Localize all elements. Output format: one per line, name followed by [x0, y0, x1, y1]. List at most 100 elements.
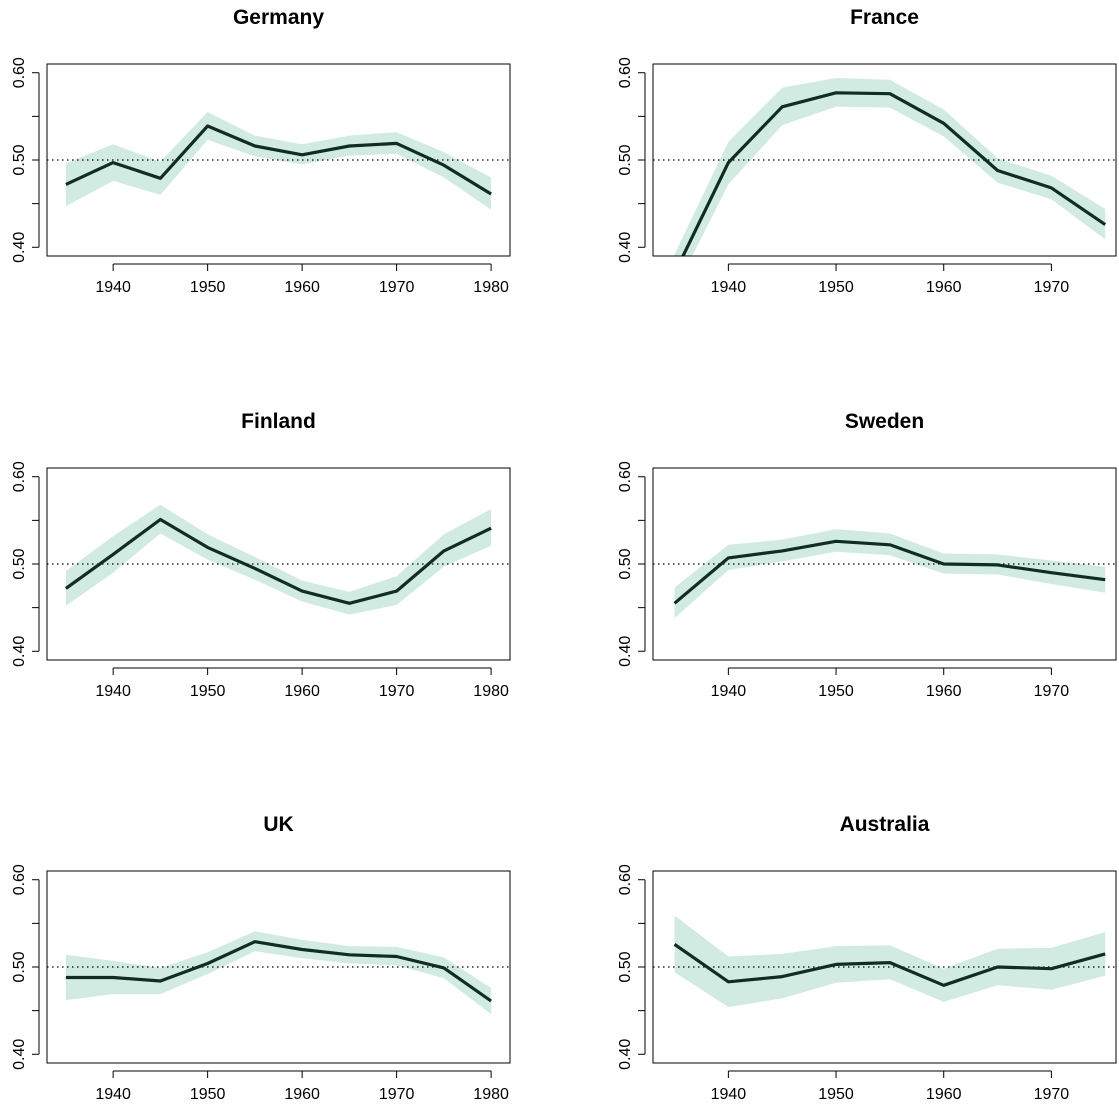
y-tick-label: 0.40	[11, 1039, 28, 1070]
y-tick-label: 0.60	[11, 461, 28, 492]
x-tick-label: 1940	[711, 683, 747, 700]
x-tick-label: 1970	[379, 1086, 415, 1103]
data-point	[943, 122, 945, 124]
data-point	[835, 540, 837, 542]
plot-frame	[46, 467, 511, 661]
y-tick-label: 0.40	[617, 1039, 634, 1070]
data-point	[996, 966, 998, 968]
data-point	[395, 590, 397, 592]
data-point	[159, 177, 161, 179]
data-point	[348, 954, 350, 956]
plot-frame	[46, 870, 511, 1064]
data-point	[65, 587, 67, 589]
x-tick-label: 1980	[473, 683, 509, 700]
series-line	[673, 539, 1106, 605]
x-tick-label: 1980	[473, 1086, 509, 1103]
x-tick-label: 1970	[1034, 1086, 1070, 1103]
data-point	[673, 272, 675, 274]
chart-title: Germany	[233, 6, 324, 29]
data-point	[206, 125, 208, 127]
data-point	[889, 961, 891, 963]
y-tick-label: 0.50	[617, 548, 634, 579]
data-point	[159, 980, 161, 982]
chart-title: Sweden	[845, 410, 924, 433]
data-point	[395, 142, 397, 144]
chart-panel-uk: 1940 1950 1960 1970 1980 0.40 0.50 0.60 UK	[11, 813, 511, 1103]
data-point	[996, 169, 998, 171]
data-point	[490, 527, 492, 529]
x-tick-label: 1950	[818, 1086, 854, 1103]
confidence-band	[674, 78, 1106, 256]
y-tick-label: 0.60	[617, 57, 634, 88]
data-point	[996, 564, 998, 566]
y-tick-label: 0.60	[11, 57, 28, 88]
series-line	[65, 940, 493, 1003]
data-point	[254, 145, 256, 147]
data-point	[1104, 579, 1106, 581]
x-tick-label: 1950	[190, 1086, 226, 1103]
plot-area	[653, 915, 1116, 1008]
data-point	[348, 602, 350, 604]
data-point	[889, 544, 891, 546]
y-tick-label: 0.40	[617, 636, 634, 667]
data-point	[781, 975, 783, 977]
data-point	[943, 984, 945, 986]
x-tick-label: 1940	[711, 279, 747, 296]
x-tick-label: 1980	[473, 279, 509, 296]
plot-area	[653, 78, 1116, 274]
data-point	[112, 553, 114, 555]
y-tick-label: 0.50	[617, 144, 634, 175]
data-point	[1050, 968, 1052, 970]
x-axis: 1940 1950 1960 1970	[711, 1070, 1070, 1103]
x-tick-label: 1970	[379, 279, 415, 296]
x-tick-label: 1960	[284, 1086, 320, 1103]
data-point	[65, 183, 67, 185]
x-tick-label: 1940	[711, 1086, 747, 1103]
y-axis: 0.40 0.50 0.60	[11, 57, 40, 263]
x-tick-label: 1950	[190, 683, 226, 700]
data-point	[943, 563, 945, 565]
series-line	[673, 942, 1106, 987]
x-axis: 1940 1950 1960 1970	[711, 667, 1070, 700]
x-tick-label: 1950	[818, 279, 854, 296]
y-tick-label: 0.60	[617, 461, 634, 492]
data-point	[443, 550, 445, 552]
chart-title: France	[850, 6, 919, 29]
data-point	[254, 940, 256, 942]
series-line	[65, 124, 492, 196]
series-line	[681, 91, 1107, 256]
chart-title: Australia	[840, 813, 930, 836]
x-axis: 1940 1950 1960 1970 1980	[95, 263, 509, 296]
x-tick-label: 1960	[926, 279, 962, 296]
plot-area	[653, 529, 1116, 619]
y-tick-label: 0.40	[11, 232, 28, 263]
data-point	[490, 1000, 492, 1002]
x-axis: 1940 1950 1960 1970 1980	[95, 1070, 509, 1103]
data-point	[835, 963, 837, 965]
y-tick-label: 0.50	[11, 951, 28, 982]
data-point	[673, 943, 675, 945]
data-point	[781, 106, 783, 108]
x-tick-label: 1940	[95, 279, 131, 296]
data-point	[889, 92, 891, 94]
series-line	[64, 517, 492, 605]
y-tick-label: 0.50	[11, 144, 28, 175]
y-tick-label: 0.40	[617, 232, 634, 263]
y-axis: 0.40 0.50 0.60	[11, 461, 40, 667]
data-point	[206, 962, 208, 964]
y-tick-label: 0.50	[617, 951, 634, 982]
data-point	[348, 145, 350, 147]
data-point	[673, 602, 675, 604]
x-tick-label: 1970	[1034, 683, 1070, 700]
data-point	[206, 546, 208, 548]
data-point	[254, 567, 256, 569]
x-tick-label: 1940	[95, 1086, 131, 1103]
data-point	[490, 193, 492, 195]
plot-frame	[46, 63, 511, 257]
data-point	[301, 154, 303, 156]
chart-panel-sweden: 1940 1950 1960 1970 0.40 0.50 0.60 Sweden	[617, 410, 1117, 700]
data-point	[835, 92, 837, 94]
chart-panel-france: 1940 1950 1960 1970 0.40 0.50 0.60 France	[617, 6, 1117, 296]
data-point	[443, 967, 445, 969]
